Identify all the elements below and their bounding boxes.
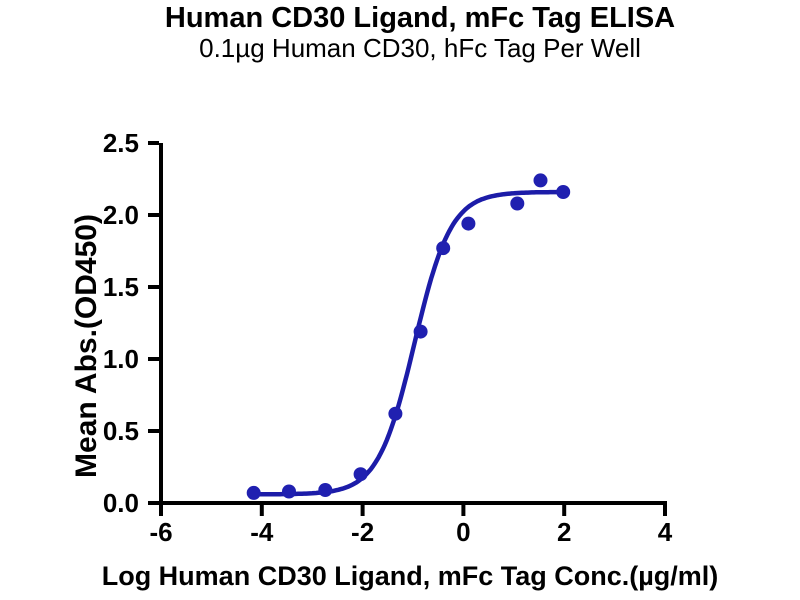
x-tick-label: 0 <box>456 517 470 547</box>
data-point <box>461 216 476 231</box>
chart-subtitle: 0.1µg Human CD30, hFc Tag Per Well <box>199 33 641 63</box>
chart-title: Human CD30 Ligand, mFc Tag ELISA <box>164 2 676 34</box>
data-point <box>510 196 525 211</box>
y-tick-label: 1.0 <box>103 344 139 374</box>
y-tick-label: 2.0 <box>103 200 139 230</box>
x-tick-label: 2 <box>557 517 571 547</box>
data-point <box>388 406 403 421</box>
x-tick-label: -6 <box>149 517 172 547</box>
data-point <box>353 467 368 482</box>
data-point <box>282 484 296 499</box>
data-point <box>246 485 261 500</box>
x-tick-label: -2 <box>351 517 374 547</box>
y-tick-label: 0.5 <box>103 416 139 446</box>
y-tick-label: 1.5 <box>103 272 139 302</box>
x-axis-label: Log Human CD30 Ligand, mFc Tag Conc.(µg/… <box>101 561 719 591</box>
axis-spine <box>159 143 667 505</box>
data-point <box>413 324 428 339</box>
y-tick-label: 2.5 <box>103 128 139 158</box>
x-tick-label: 4 <box>658 517 673 547</box>
fit-curve <box>251 189 565 497</box>
data-point <box>556 185 571 199</box>
y-tick-label: 0.0 <box>103 488 139 518</box>
data-point <box>318 483 333 497</box>
data-point <box>533 173 548 188</box>
data-point <box>436 241 451 256</box>
x-tick-label: -4 <box>250 517 274 547</box>
